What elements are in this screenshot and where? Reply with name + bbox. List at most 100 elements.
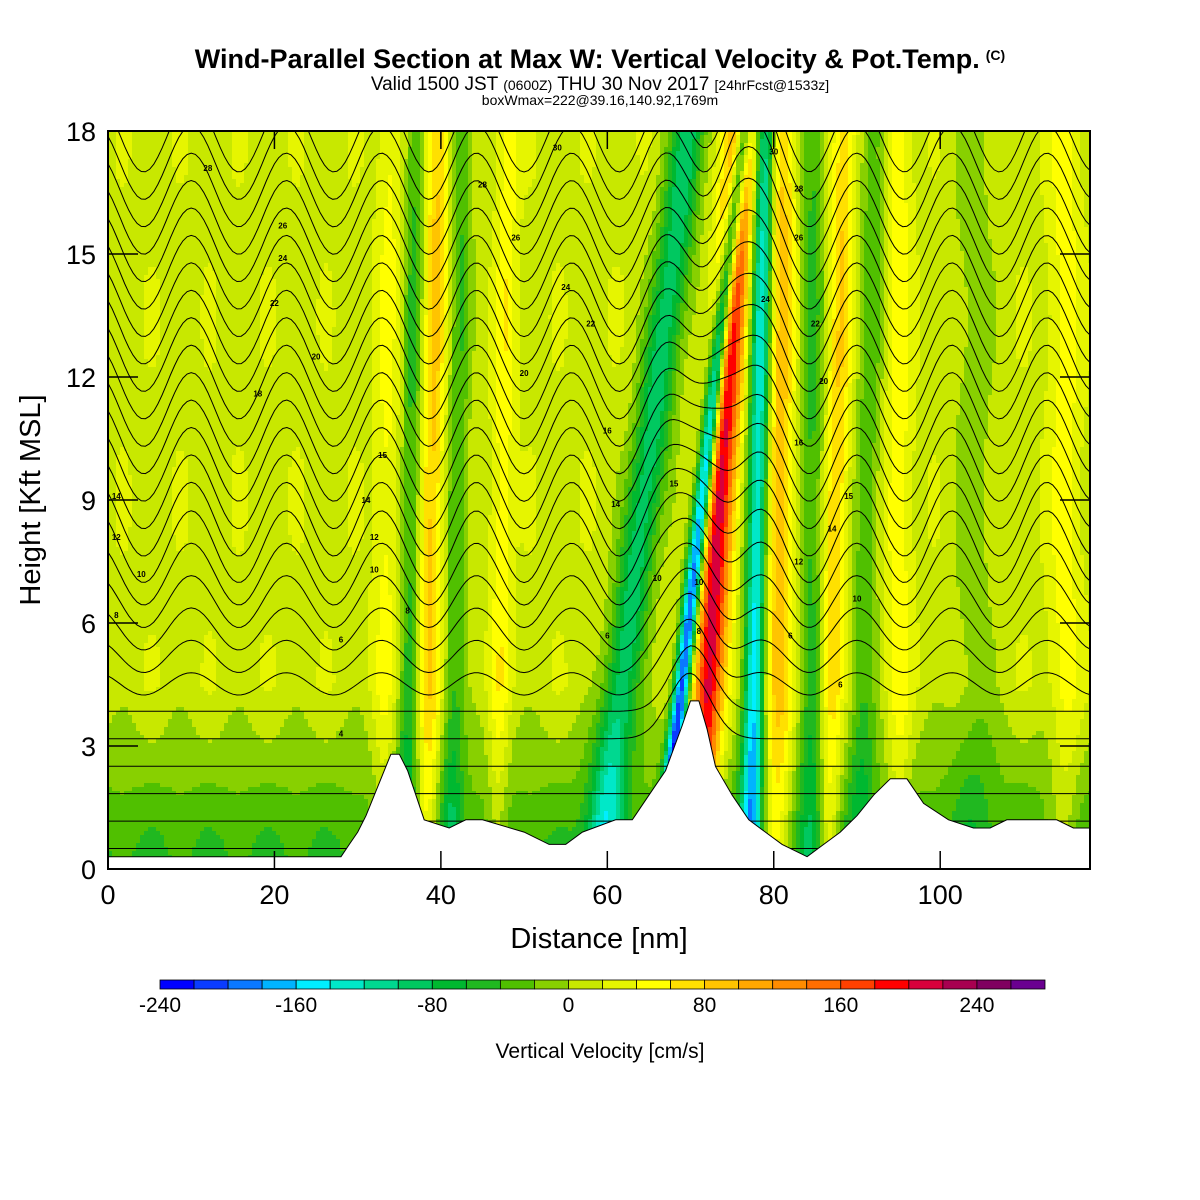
velocity-cell	[124, 487, 129, 492]
velocity-cell	[120, 259, 125, 264]
velocity-cell	[116, 691, 121, 696]
velocity-cell	[112, 519, 117, 524]
velocity-cell	[124, 627, 129, 632]
velocity-cell	[128, 167, 133, 172]
velocity-cell	[116, 759, 121, 764]
velocity-cell	[124, 759, 129, 764]
velocity-cell	[124, 811, 129, 816]
velocity-cell	[116, 203, 121, 208]
velocity-cell	[124, 223, 129, 228]
velocity-cell	[116, 747, 121, 752]
velocity-cell	[112, 667, 117, 672]
velocity-cell	[112, 807, 117, 812]
velocity-cell	[128, 175, 133, 180]
velocity-cell	[124, 211, 129, 216]
velocity-cell	[116, 671, 121, 676]
velocity-cell	[116, 811, 121, 816]
velocity-cell	[116, 363, 121, 368]
velocity-cell	[116, 851, 121, 856]
velocity-cell	[120, 823, 125, 828]
velocity-cell	[116, 587, 121, 592]
velocity-cell	[112, 167, 117, 172]
velocity-cell	[112, 159, 117, 164]
velocity-cell	[116, 467, 121, 472]
velocity-cell	[120, 211, 125, 216]
velocity-cell	[128, 231, 133, 236]
velocity-cell	[112, 783, 117, 788]
velocity-cell	[116, 387, 121, 392]
velocity-cell	[112, 595, 117, 600]
velocity-cell	[120, 835, 125, 840]
velocity-cell	[112, 799, 117, 804]
velocity-cell	[124, 595, 129, 600]
velocity-cell	[128, 447, 133, 452]
velocity-cell	[124, 807, 129, 812]
velocity-cell	[116, 839, 121, 844]
velocity-cell	[112, 271, 117, 276]
velocity-cell	[112, 571, 117, 576]
velocity-cell	[124, 847, 129, 852]
velocity-cell	[120, 643, 125, 648]
velocity-cell	[112, 699, 117, 704]
velocity-cell	[116, 195, 121, 200]
velocity-cell	[112, 663, 117, 668]
velocity-cell	[116, 787, 121, 792]
velocity-cell	[128, 443, 133, 448]
velocity-cell	[120, 351, 125, 356]
velocity-cell	[116, 227, 121, 232]
velocity-cell	[124, 723, 129, 728]
velocity-cell	[128, 419, 133, 424]
velocity-cell	[120, 511, 125, 516]
velocity-cell	[120, 207, 125, 212]
velocity-cell	[128, 283, 133, 288]
velocity-cell	[112, 839, 117, 844]
velocity-cell	[112, 275, 117, 280]
velocity-cell	[124, 459, 129, 464]
velocity-cell	[128, 139, 133, 144]
velocity-cell	[120, 731, 125, 736]
velocity-cell	[120, 239, 125, 244]
velocity-cell	[124, 679, 129, 684]
velocity-cell	[112, 219, 117, 224]
velocity-cell	[128, 287, 133, 292]
velocity-cell	[128, 475, 133, 480]
velocity-cell	[112, 383, 117, 388]
velocity-cell	[124, 331, 129, 336]
velocity-cell	[128, 279, 133, 284]
velocity-cell	[112, 763, 117, 768]
velocity-cell	[120, 515, 125, 520]
velocity-cell	[116, 631, 121, 636]
velocity-cell	[116, 731, 121, 736]
velocity-cell	[112, 755, 117, 760]
velocity-cell	[116, 219, 121, 224]
velocity-cell	[124, 319, 129, 324]
velocity-cell	[128, 203, 133, 208]
velocity-cell	[112, 635, 117, 640]
velocity-cell	[112, 191, 117, 196]
velocity-cell	[124, 691, 129, 696]
velocity-cell	[120, 267, 125, 272]
velocity-cell	[116, 755, 121, 760]
velocity-cell	[120, 403, 125, 408]
velocity-cell	[120, 483, 125, 488]
velocity-cell	[116, 723, 121, 728]
velocity-cell	[124, 803, 129, 808]
velocity-cell	[124, 615, 129, 620]
velocity-cell	[120, 427, 125, 432]
velocity-cell	[120, 315, 125, 320]
velocity-cell	[116, 523, 121, 528]
velocity-cell	[124, 443, 129, 448]
velocity-cell	[128, 339, 133, 344]
velocity-cell	[112, 403, 117, 408]
velocity-cell	[120, 371, 125, 376]
velocity-cell	[112, 543, 117, 548]
velocity-cell	[120, 291, 125, 296]
velocity-cell	[120, 147, 125, 152]
velocity-cell	[116, 763, 121, 768]
velocity-cell	[124, 539, 129, 544]
velocity-cell	[124, 387, 129, 392]
velocity-cell	[120, 783, 125, 788]
velocity-cell	[128, 199, 133, 204]
velocity-cell	[128, 171, 133, 176]
velocity-cell	[120, 399, 125, 404]
